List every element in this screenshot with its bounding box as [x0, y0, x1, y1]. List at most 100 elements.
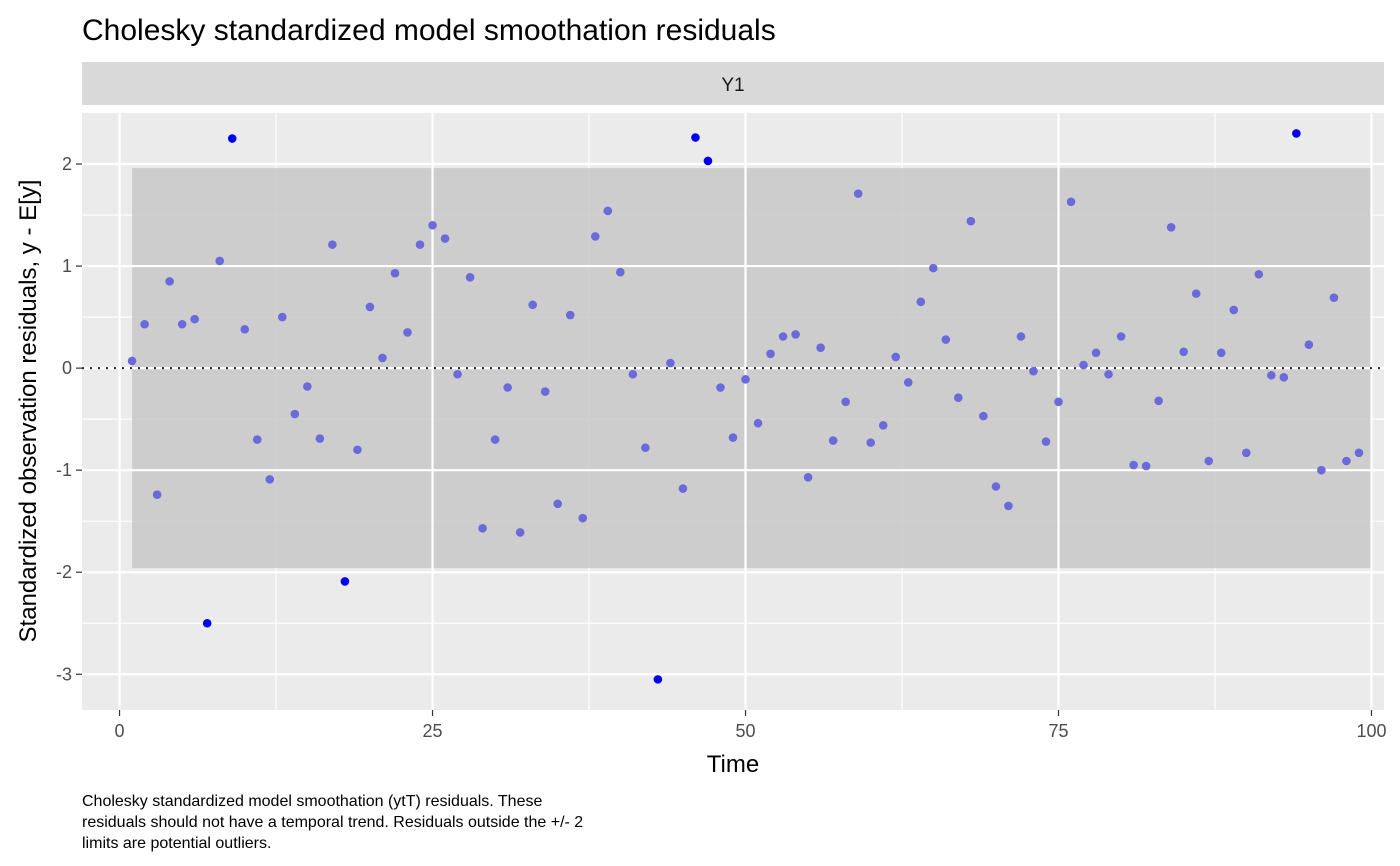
residual-point: [941, 335, 951, 344]
caption-line-2: residuals should not have a temporal tre…: [82, 814, 583, 831]
residual-point: [666, 358, 675, 368]
residual-point: [1279, 373, 1289, 382]
y-tick-label: 1: [62, 256, 72, 276]
residual-point: [290, 409, 300, 419]
residual-point: [1054, 397, 1063, 407]
y-tick-label: -3: [56, 664, 72, 684]
residual-point: [1141, 461, 1151, 471]
outlier-point: [1292, 129, 1301, 138]
residual-point: [603, 206, 613, 216]
residual-point: [378, 353, 387, 363]
residual-point: [578, 513, 588, 523]
points-layer: [127, 129, 1364, 684]
residual-point: [728, 433, 738, 442]
residual-point: [428, 220, 437, 230]
x-tick-label: 75: [1048, 721, 1068, 741]
residual-point: [453, 369, 462, 379]
residual-point: [565, 310, 575, 320]
residual-point: [415, 240, 425, 249]
outlier-point: [202, 618, 212, 628]
residual-point: [1241, 448, 1251, 458]
caption-line-1: Cholesky standardized model smoothation …: [82, 793, 542, 810]
residual-point: [528, 300, 537, 310]
x-axis-ticks: 0 25 50 75 100: [115, 710, 1387, 741]
residual-point: [628, 369, 638, 379]
facet-label: Y1: [721, 75, 744, 96]
x-tick-label: 100: [1356, 721, 1386, 741]
residual-point: [1229, 305, 1239, 315]
outlier-point: [227, 134, 237, 143]
residual-point: [954, 393, 963, 403]
residual-point: [716, 383, 725, 392]
residual-point: [440, 234, 450, 243]
residual-point: [1016, 332, 1026, 341]
residual-point: [678, 484, 688, 493]
residual-point: [853, 189, 863, 198]
x-tick-label: 50: [736, 721, 756, 741]
residual-point: [816, 343, 825, 353]
residual-point: [778, 332, 788, 341]
residual-point: [252, 435, 262, 444]
residual-point: [140, 319, 149, 329]
residual-point: [465, 273, 475, 282]
residual-point: [278, 312, 287, 322]
residual-point: [303, 382, 312, 391]
outlier-point: [691, 133, 700, 142]
residual-point: [1029, 366, 1038, 376]
residual-point: [1304, 340, 1314, 349]
residual-point: [1342, 456, 1351, 466]
residual-point: [403, 328, 412, 337]
outlier-point: [340, 577, 350, 586]
residual-point: [903, 378, 913, 387]
residual-point: [553, 499, 563, 509]
y-tick-label: -1: [56, 460, 72, 480]
residual-point: [390, 268, 400, 278]
residual-point: [1079, 360, 1088, 370]
residual-point: [641, 443, 650, 453]
y-axis-ticks: -3 -2 -1 0 1 2: [56, 154, 82, 684]
residual-point: [1179, 347, 1188, 357]
residual-point: [1191, 289, 1201, 298]
residual-point: [490, 435, 500, 444]
residual-point: [190, 314, 199, 324]
residual-point: [590, 232, 600, 241]
residual-point: [1317, 465, 1326, 475]
residual-point: [515, 528, 525, 537]
residual-point: [966, 216, 976, 226]
residual-point: [177, 319, 187, 329]
residual-point: [152, 490, 162, 499]
residual-point: [841, 397, 850, 407]
residual-point: [1104, 369, 1113, 379]
residual-point: [365, 302, 375, 312]
residual-point: [315, 434, 325, 443]
residual-point: [353, 445, 362, 455]
x-tick-label: 25: [423, 721, 443, 741]
residual-point: [866, 438, 876, 447]
residual-point: [1354, 448, 1364, 458]
residual-point: [991, 482, 1001, 491]
residual-point: [1166, 222, 1176, 232]
residual-point: [828, 436, 838, 445]
residual-point: [916, 297, 926, 307]
residual-point: [753, 418, 763, 428]
residual-point: [265, 475, 275, 484]
residual-point: [1267, 370, 1276, 380]
residual-point: [878, 420, 888, 430]
residual-point: [1216, 348, 1226, 358]
residual-point: [791, 330, 800, 339]
residual-point: [503, 383, 512, 392]
caption-line-3: limits are potential outliers.: [82, 835, 271, 852]
residual-point: [1091, 348, 1101, 358]
residual-point: [1129, 460, 1138, 470]
residual-point: [1116, 332, 1126, 341]
chart-title: Cholesky standardized model smoothation …: [82, 14, 776, 47]
residual-point: [891, 352, 901, 362]
residual-point: [328, 240, 337, 249]
residual-point: [240, 325, 250, 334]
residual-point: [929, 263, 938, 273]
y-tick-label: 0: [62, 358, 72, 378]
residual-point: [1004, 501, 1013, 511]
outlier-point: [653, 675, 663, 684]
y-tick-label: -2: [56, 562, 72, 582]
